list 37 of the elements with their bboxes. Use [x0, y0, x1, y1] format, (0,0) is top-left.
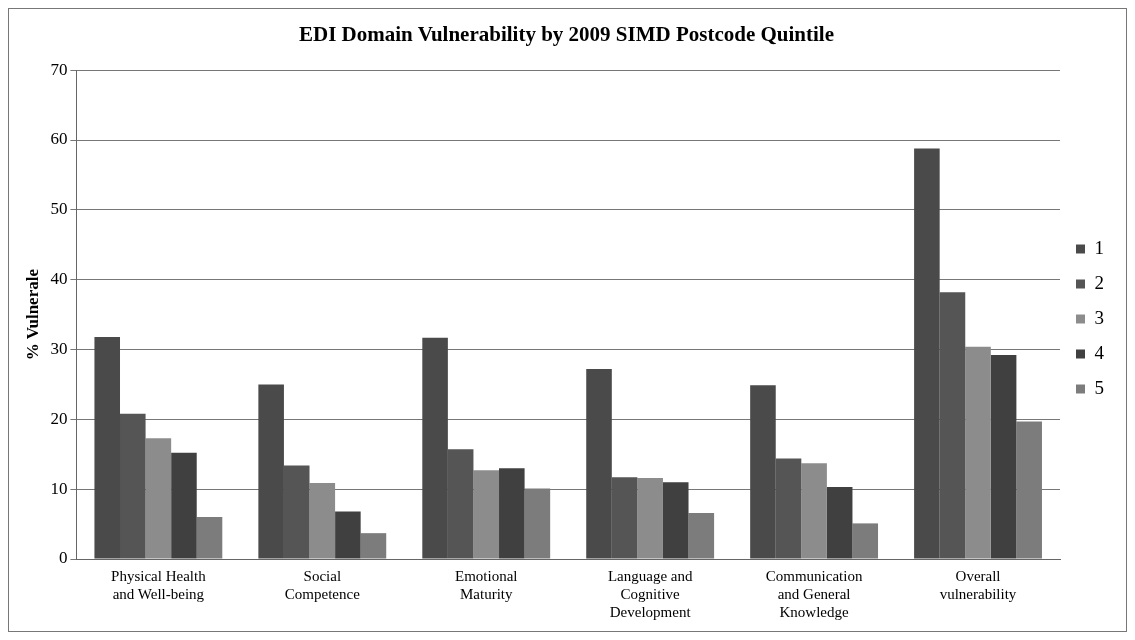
y-tick-label: 50 [50, 199, 68, 219]
bar [473, 470, 500, 559]
bar [637, 478, 663, 559]
bar [309, 482, 336, 559]
x-tick-label: Overall vulnerability [939, 567, 1017, 602]
legend-label: 2 [1094, 271, 1104, 293]
legend-label: 5 [1094, 376, 1104, 398]
y-tick-label: 0 [58, 548, 68, 568]
bar [360, 533, 387, 559]
legend-label: 1 [1094, 236, 1104, 258]
x-tick-label: Communication and General Knowledge [765, 567, 863, 620]
bar [852, 523, 879, 559]
bar [990, 355, 1017, 559]
bar [145, 438, 172, 559]
y-tick-label: 20 [50, 408, 68, 428]
y-tick-label: 30 [50, 338, 68, 358]
bar [965, 346, 991, 559]
x-tick-label: Physical Health and Well-being [111, 567, 207, 602]
chart-title: EDI Domain Vulnerability by 2009 SIMD Postcode Quintile [299, 22, 834, 47]
y-tick-label: 70 [50, 59, 68, 79]
bar [335, 511, 361, 559]
x-tick-label: Language and Cognitive Development [607, 567, 693, 620]
x-tick-label: Emotional Maturity [454, 567, 518, 602]
bar [826, 487, 853, 559]
bar [499, 468, 525, 559]
y-tick-label: 40 [50, 269, 68, 289]
bar [801, 463, 827, 559]
y-axis-title: % Vulnerale [22, 268, 42, 361]
y-tick-label: 60 [50, 129, 68, 149]
x-tick-label: Social Competence [284, 567, 361, 602]
bar [688, 512, 715, 559]
bar [196, 517, 223, 559]
legend-label: 4 [1094, 341, 1105, 363]
y-tick-label: 10 [50, 478, 68, 498]
bar [662, 482, 689, 559]
bar [171, 452, 197, 559]
legend-label: 3 [1094, 306, 1104, 328]
